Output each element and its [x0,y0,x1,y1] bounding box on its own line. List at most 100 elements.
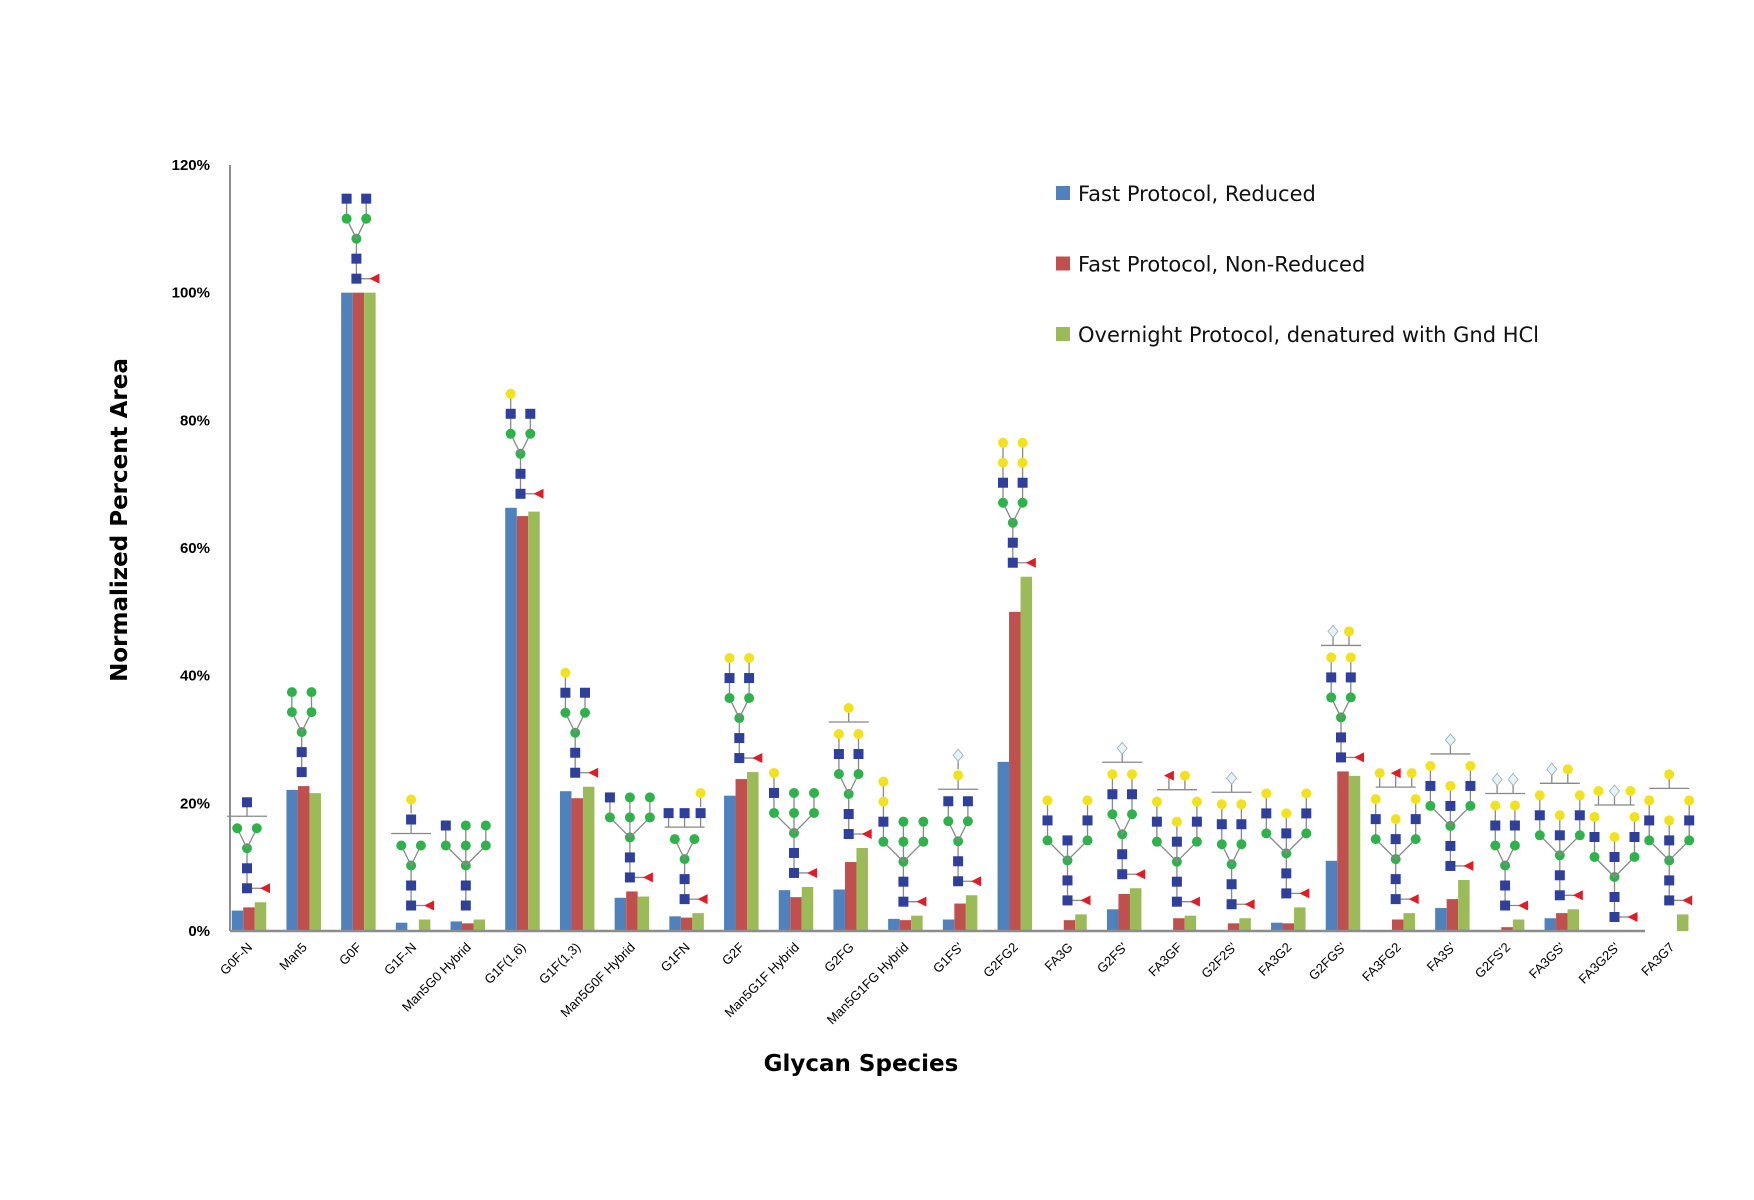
y-tick-label: 80% [180,412,210,429]
glcnac-square-icon [1664,895,1675,906]
glcnac-square-icon [1500,900,1511,911]
glcnac-square-icon [515,488,526,499]
bar-G1F(1,3)-series-3 [582,786,595,931]
mannose-circle-icon [789,807,799,818]
mannose-circle-icon [306,687,317,698]
glcnac-square-icon [1062,875,1073,886]
bar-G1F(1,6)-series-3 [528,511,540,931]
bar-Man5G1F Hybrid-series-3 [801,886,814,931]
mannose-circle-icon [809,807,819,818]
glcnac-square-icon [1007,537,1018,548]
mannose-circle-icon [480,820,491,831]
mannose-circle-icon [1082,835,1093,846]
galactose-circle-icon [953,770,964,781]
bar-FA3GF-series-3 [1184,915,1197,931]
glcnac-square-icon [1345,672,1356,683]
glcnac-square-icon [744,673,755,684]
glcnac-square-icon [1574,810,1585,821]
fucose-triangle-icon [861,829,872,840]
galactose-circle-icon [1589,812,1600,822]
glycan-structures [227,193,1695,922]
glcnac-square-icon [663,808,674,819]
bar-G2FS'2-series-2 [1501,927,1513,931]
fucose-triangle-icon [697,894,708,905]
fucose-triangle-icon [1408,894,1419,905]
bar-G0F-N-series-1 [231,910,244,931]
x-tick-label: FA3S' [1424,940,1459,975]
galactose-circle-icon [1625,786,1636,796]
galactose-circle-icon [1082,795,1093,806]
mannose-circle-icon [809,787,819,798]
galactose-circle-icon [1509,800,1520,811]
glcnac-square-icon [242,863,252,874]
glycan-structure-G1FN [663,788,708,905]
glcnac-square-icon [296,747,307,758]
mannose-circle-icon [689,834,700,845]
galactose-circle-icon [1191,796,1202,807]
bar-G2FG-series-2 [844,862,857,931]
galactose-circle-icon [1554,810,1565,821]
galactose-circle-icon [1326,652,1337,663]
glycan-structure-FA3FG2 [1370,768,1421,905]
glycan-structure-G2FGS' [1321,624,1364,763]
x-tick-label: G2FS'2 [1472,940,1513,981]
galactose-circle-icon [1345,652,1356,663]
bar-G1F-N-series-1 [395,922,408,931]
galactose-circle-icon [1664,815,1675,826]
mannose-circle-icon [1509,840,1520,851]
mannose-circle-icon [341,213,352,224]
glcnac-square-icon [570,767,581,778]
glcnac-square-icon [1445,800,1456,811]
fucose-triangle-icon [1682,895,1693,906]
glycan-structure-Man5G0 Hybrid [440,820,491,911]
mannose-circle-icon [1326,692,1337,703]
bar-G2FS'-series-2 [1118,893,1130,931]
glycan-structure-G1FS' [938,748,982,887]
fucose-triangle-icon [260,883,270,894]
mannose-circle-icon [1017,497,1028,508]
fucose-triangle-icon [1189,896,1200,907]
legend-swatch-3 [1056,327,1070,341]
glcnac-square-icon [769,787,779,798]
galactose-circle-icon [998,457,1008,468]
x-tick-label: G1FS' [930,940,966,976]
galactose-circle-icon [1017,457,1028,468]
y-tick-label: 20% [180,795,210,812]
glcnac-square-icon [1301,808,1312,819]
bar-G1FS'-series-2 [954,903,966,931]
glcnac-square-icon [406,900,417,911]
mannose-circle-icon [918,836,929,847]
bar-FA3G2-series-1 [1271,922,1283,931]
mannose-circle-icon [361,213,372,224]
mannose-circle-icon [1042,835,1053,846]
legend: Fast Protocol, Reduced Fast Protocol, Non… [1056,182,1539,347]
mannose-circle-icon [251,823,262,834]
mannose-circle-icon [1410,834,1421,845]
glcnac-square-icon [1191,816,1202,827]
y-tick-label: 100% [172,285,210,302]
bar-Man5G1F Hybrid-series-2 [790,897,802,931]
glcnac-square-icon [843,829,854,840]
mannose-circle-icon [918,816,929,827]
legend-swatch-2 [1056,256,1070,271]
glcnac-square-icon [1281,868,1292,879]
fucose-triangle-icon [1244,899,1255,910]
glcnac-square-icon [242,883,252,894]
glcnac-square-icon [1629,832,1640,842]
mannose-circle-icon [1345,692,1356,703]
glcnac-square-icon [604,792,615,803]
galactose-circle-icon [1445,780,1456,791]
galactose-circle-icon [1281,808,1292,819]
glcnac-square-icon [1226,879,1237,890]
glcnac-square-icon [1589,832,1600,842]
glcnac-square-icon [1554,830,1565,841]
glcnac-square-icon [1465,780,1476,791]
glcnac-square-icon [1509,820,1520,831]
sialic-acid-diamond-icon [952,748,964,762]
bar-G2FG-series-3 [856,848,868,931]
mannose-circle-icon [1684,835,1695,846]
mannose-circle-icon [789,787,799,798]
bar-FA3G2-series-3 [1294,907,1306,931]
y-tick-labels: 0% 20% 40% 60% 80% 100% 120% [172,157,210,940]
galactose-circle-icon [1017,437,1028,448]
